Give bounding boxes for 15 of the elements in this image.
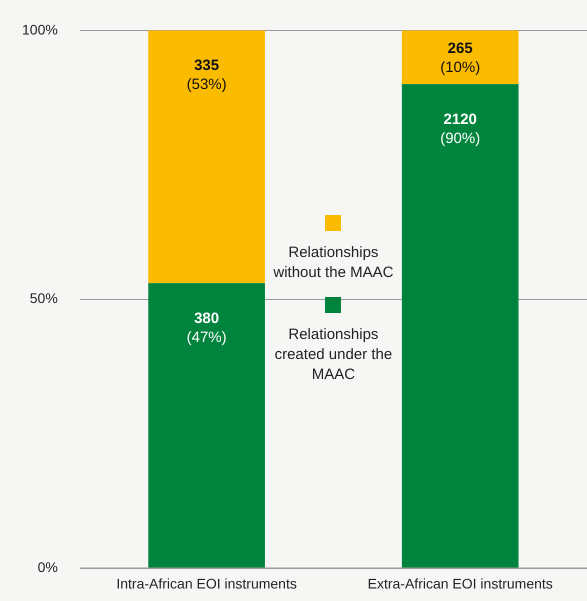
x-tick-label: Intra-African EOI instruments xyxy=(116,575,297,592)
legend-label: Relationships created under the MAAC xyxy=(274,325,394,385)
annotation: 335 (53%) xyxy=(186,57,227,94)
annotation: 2120 (90%) xyxy=(440,110,480,147)
y-tick-label: 50% xyxy=(30,290,58,306)
x-tick-label: Extra-African EOI instruments xyxy=(368,575,553,592)
bar xyxy=(148,30,265,284)
annotation: 380 (47%) xyxy=(186,310,227,346)
legend-label: Relationships without the MAAC xyxy=(272,243,394,283)
y-tick-label: 0% xyxy=(38,559,58,576)
bar xyxy=(148,283,265,568)
annotation: 265 (10%) xyxy=(440,40,480,76)
bar xyxy=(402,84,519,568)
y-tick-label: 100% xyxy=(22,21,58,38)
bar xyxy=(402,30,519,84)
